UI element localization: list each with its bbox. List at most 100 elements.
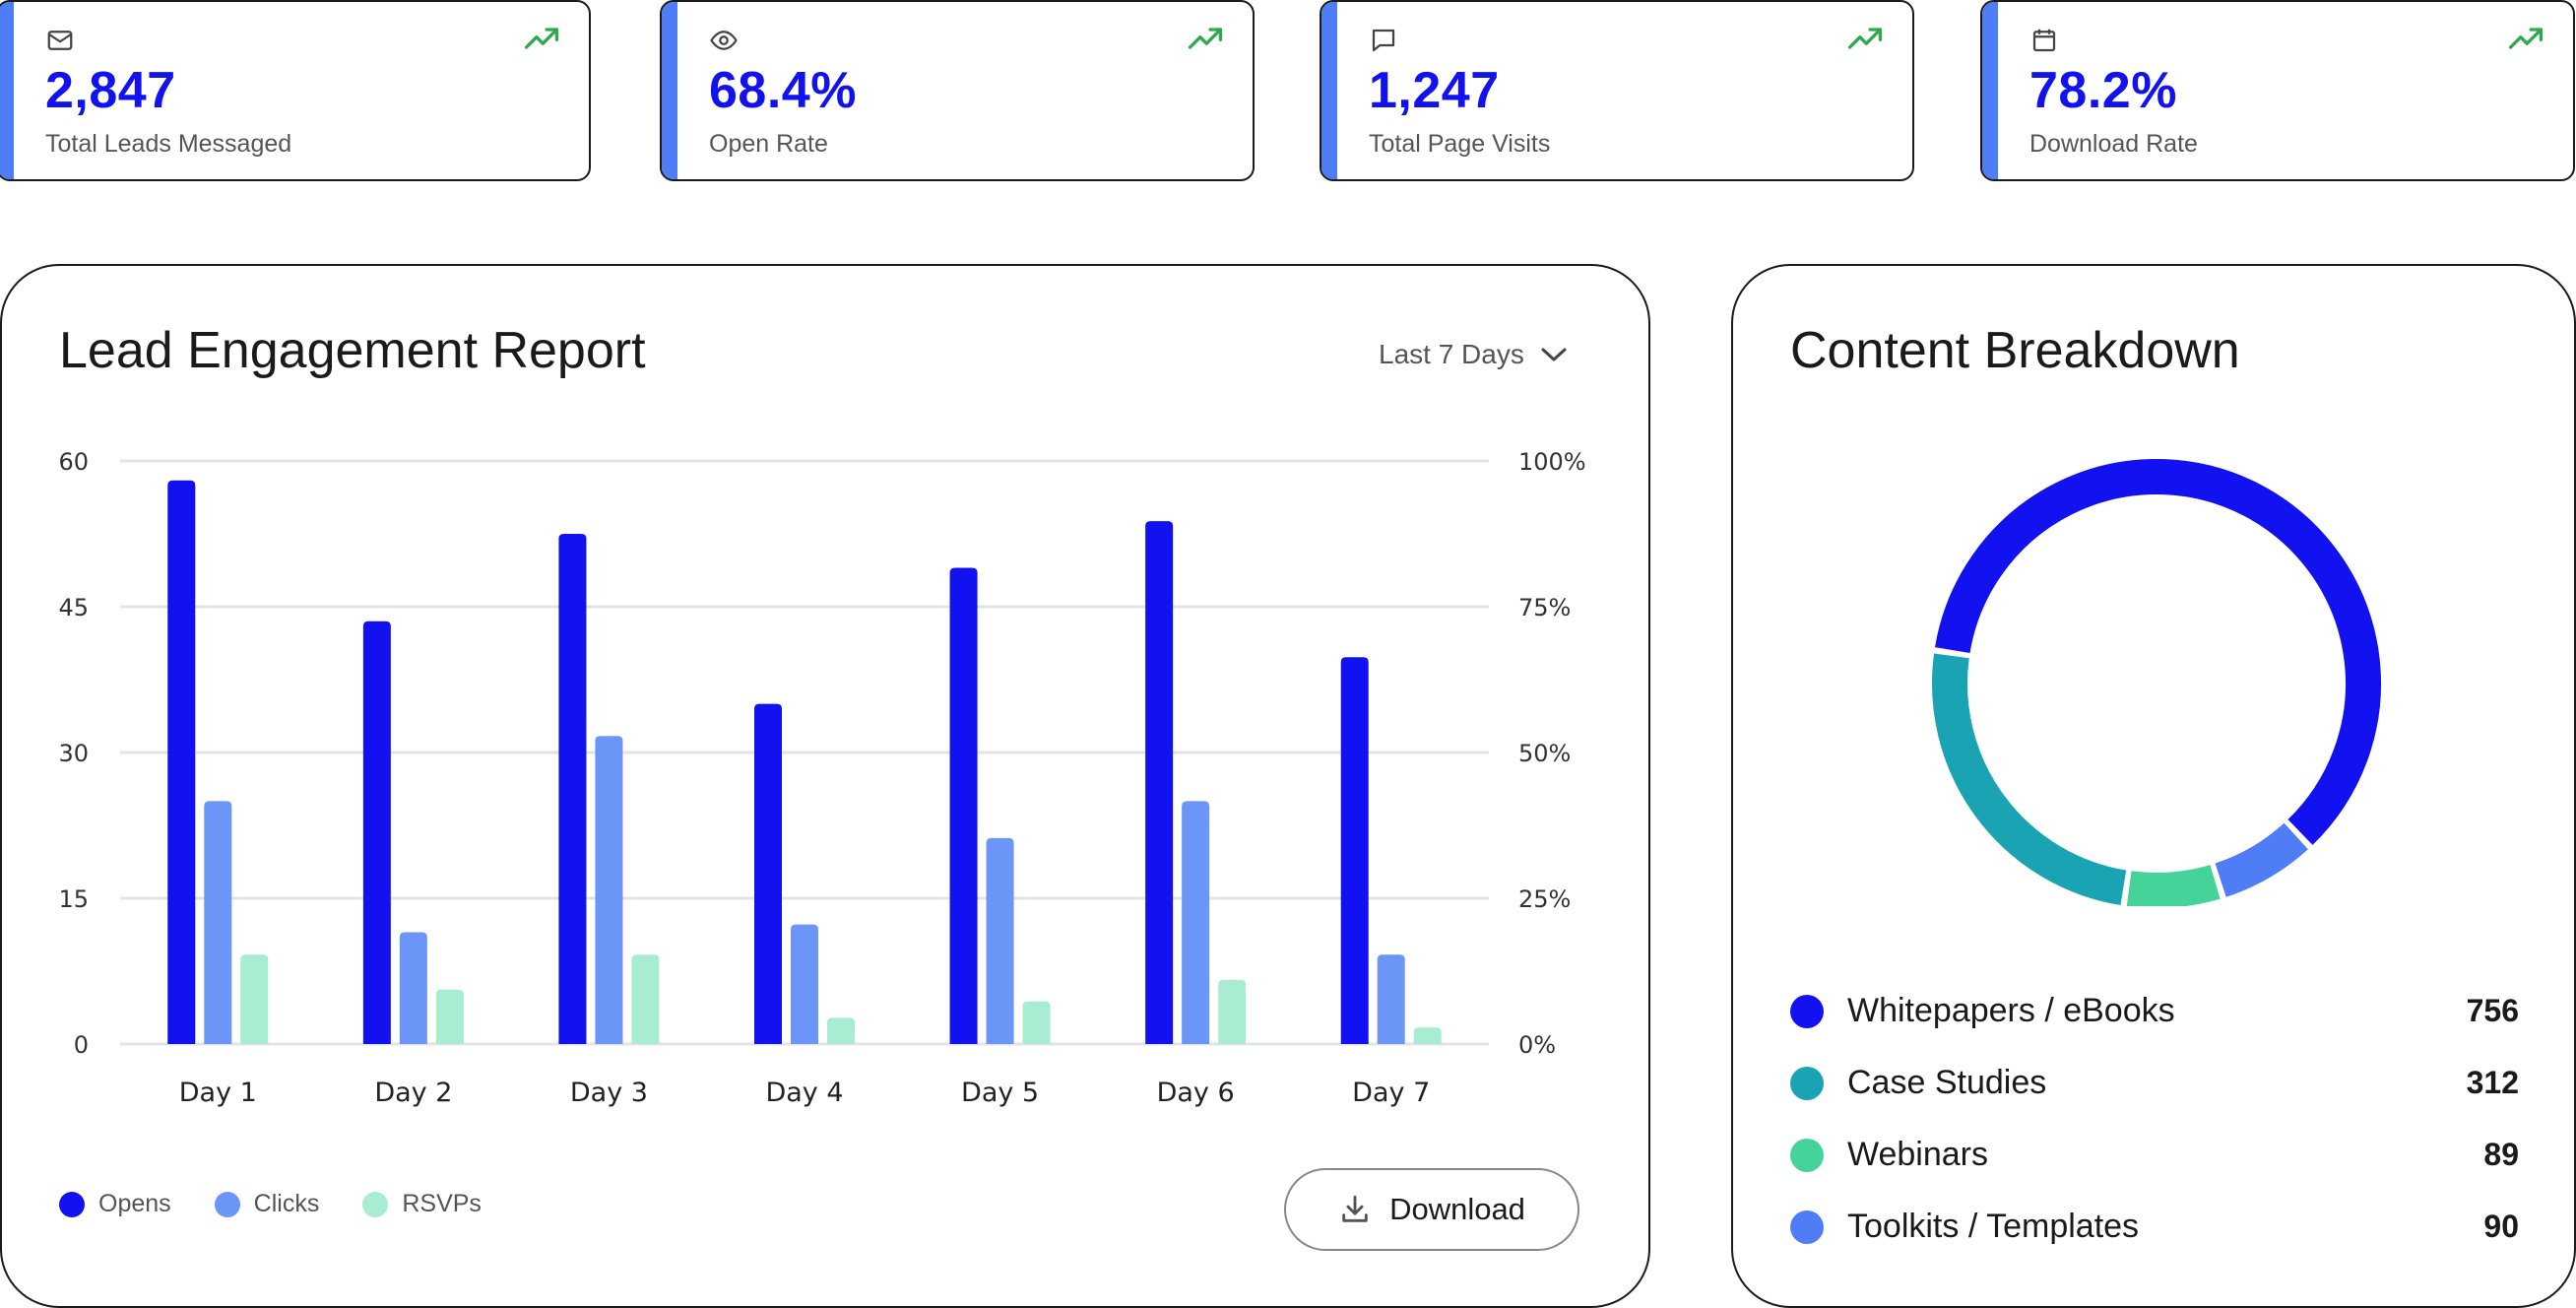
item-label: Toolkits / Templates [1847,1208,2140,1245]
legend-item-rsvps: RSVPs [362,1190,482,1218]
date-range-dropdown[interactable]: Last 7 Days [1379,333,1568,376]
y2-tick-label: 100% [1518,448,1586,476]
kpi-card-leads-messaged: 2,847 Total Leads Messaged [0,0,591,181]
kpi-accent-bar [1321,2,1337,179]
download-button[interactable]: Download [1284,1168,1579,1251]
kpi-label: Open Rate [709,130,828,158]
message-icon [1372,29,1395,52]
swatch-webinars [1790,1138,1824,1172]
legend-item-clicks: Clicks [214,1190,320,1218]
bar-opens [754,703,782,1044]
content-breakdown-title: Content Breakdown [1790,322,2240,379]
bar-opens [362,621,391,1044]
kpi-accent-bar [1982,2,1998,179]
content-donut-chart [1932,459,2381,906]
donut-slice-whitepapers-ebooks [1935,459,2381,845]
mail-icon [47,31,73,50]
engagement-bar-chart: 0 0% 15 25% 30 50% 45 75% 60 100% Day 1 Day 2 Day 3 D… [58,448,1585,1108]
kpi-value: 1,247 [1369,62,1500,119]
item-label: Whitepapers / eBooks [1847,992,2175,1029]
legend-label: RSVPs [402,1190,482,1217]
item-value: 90 [2483,1209,2519,1244]
y-tick-label: 0 [74,1031,89,1059]
bar-rsvps [240,954,269,1044]
engagement-title: Lead Engagement Report [59,322,646,379]
bar-clicks [1377,954,1405,1044]
bar-clicks [399,932,427,1044]
bar-clicks [1182,801,1210,1044]
legend-label: Opens [98,1190,171,1217]
kpi-label: Download Rate [2029,130,2198,158]
trend-up-icon [524,28,559,49]
bar-clicks [595,736,623,1044]
list-item: Whitepapers / eBooks 756 [1790,975,2519,1047]
y-tick-label: 60 [58,448,89,476]
item-value: 756 [2466,993,2519,1028]
donut-slice-webinars [2126,865,2221,906]
y2-tick-label: 0% [1518,1031,1556,1059]
legend-label: Clicks [253,1190,320,1217]
chart-bars [167,480,1442,1044]
swatch-toolkits [1790,1210,1824,1244]
bar-opens [949,567,978,1044]
list-item: Webinars 89 [1790,1119,2519,1191]
item-value: 89 [2483,1137,2519,1172]
legend-item-opens: Opens [59,1190,171,1218]
x-tick-label: Day 5 [961,1078,1039,1108]
kpi-card-page-visits: 1,247 Total Page Visits [1320,0,1914,181]
engagement-panel [0,264,1650,1308]
swatch-case-studies [1790,1066,1824,1100]
x-tick-label: Day 4 [765,1078,843,1108]
y-tick-label: 45 [58,594,89,621]
y2-tick-label: 50% [1518,740,1571,767]
chart-axis-labels: 0 0% 15 25% 30 50% 45 75% 60 100% Day 1 Day 2 Day 3 D… [58,448,1585,1108]
chevron-down-icon [1541,348,1567,361]
kpi-label: Total Leads Messaged [45,130,292,158]
bar-opens [558,534,587,1044]
bar-rsvps [1022,1001,1051,1044]
x-tick-label: Day 6 [1157,1078,1235,1108]
kpi-card-open-rate: 68.4% Open Rate [660,0,1255,181]
bar-opens [1340,657,1369,1044]
bar-rsvps [631,954,660,1044]
bar-opens [167,480,196,1044]
bar-opens [1145,521,1174,1044]
y-tick-label: 30 [58,740,89,767]
content-breakdown-list: Whitepapers / eBooks 756 Case Studies 31… [1790,975,2519,1263]
bar-clicks [791,924,818,1044]
donut-slice-toolkits-templates [2215,822,2308,897]
content-breakdown-panel [1731,264,2576,1308]
item-label: Webinars [1847,1136,1988,1173]
item-value: 312 [2466,1065,2519,1100]
chart-legend: Opens Clicks RSVPs [59,1190,482,1218]
x-tick-label: Day 1 [179,1078,257,1108]
bar-clicks [204,801,232,1044]
download-label: Download [1389,1192,1525,1226]
donut-slice-case-studies [1932,653,2127,906]
list-item: Case Studies 312 [1790,1047,2519,1119]
kpi-card-download-rate: 78.2% Download Rate [1980,0,2575,181]
bar-rsvps [1218,979,1247,1044]
bar-clicks [986,837,1014,1044]
swatch-whitepapers [1790,994,1824,1028]
bar-rsvps [435,989,464,1044]
download-icon [1342,1195,1368,1222]
eye-icon [710,31,738,50]
kpi-value: 2,847 [45,62,176,119]
date-range-label: Last 7 Days [1379,339,1524,369]
y2-tick-label: 75% [1518,594,1571,621]
calendar-icon [2032,29,2056,52]
kpi-label: Total Page Visits [1369,130,1551,158]
kpi-accent-bar [662,2,677,179]
list-item: Toolkits / Templates 90 [1790,1191,2519,1263]
kpi-value: 78.2% [2029,62,2177,119]
trend-up-icon [1188,28,1223,49]
kpi-value: 68.4% [709,62,857,119]
x-tick-label: Day 3 [570,1078,648,1108]
kpi-accent-bar [0,2,14,179]
bar-rsvps [827,1017,855,1044]
item-label: Case Studies [1847,1064,2047,1101]
legend-swatch-rsvps [362,1191,389,1217]
y-tick-label: 15 [58,885,89,913]
y2-tick-label: 25% [1518,885,1571,913]
